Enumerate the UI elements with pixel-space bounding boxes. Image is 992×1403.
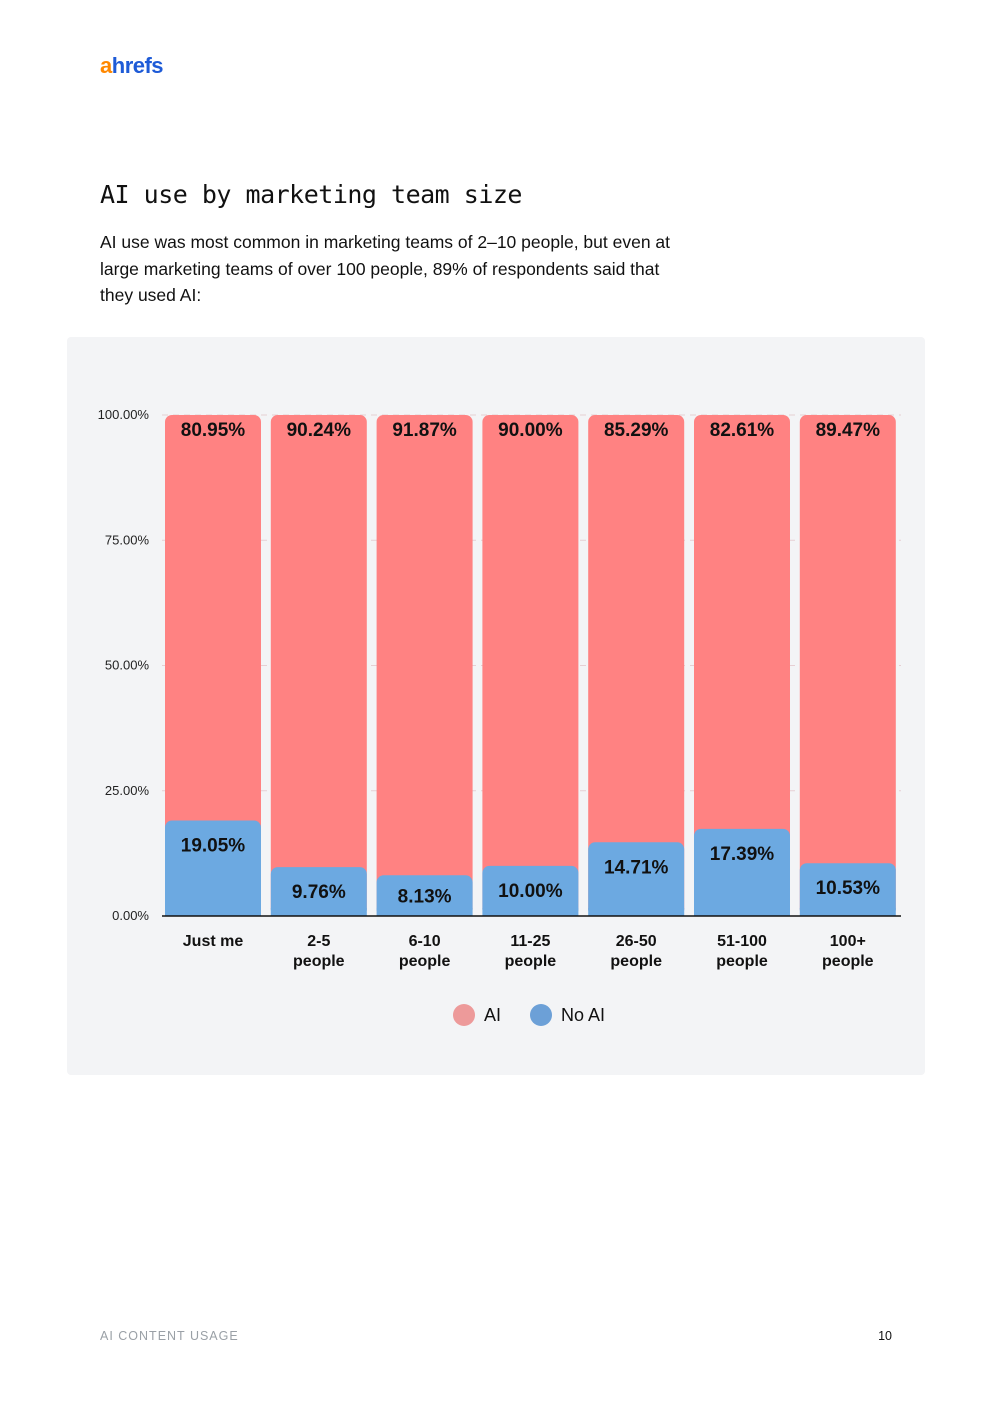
bar-no-ai (482, 865, 579, 916)
legend-label: AI (484, 1005, 501, 1025)
x-tick-label: 51-100 (717, 933, 767, 950)
x-tick-label: people (293, 953, 345, 970)
page-number: 10 (878, 1329, 892, 1343)
data-label-no-ai: 14.71% (604, 857, 669, 878)
x-tick-label: 2-5 (307, 933, 330, 950)
x-tick-label: people (610, 953, 662, 970)
data-label-ai: 90.24% (287, 420, 352, 441)
legend-swatch (530, 1004, 552, 1026)
data-label-no-ai: 10.00% (498, 881, 563, 902)
x-tick-label: people (505, 953, 557, 970)
x-tick-label: 6-10 (409, 933, 441, 950)
bar-no-ai (270, 867, 367, 916)
chart-panel: 0.00% 25.00% 50.00% 75.00% 100.00% 80.95% 19.0… (67, 337, 925, 1075)
bar-no-ai (165, 820, 261, 916)
data-label-ai: 80.95% (181, 420, 246, 441)
y-tick-label: 50.00% (105, 658, 150, 673)
bar-no-ai (376, 875, 473, 916)
bar-ai (588, 415, 685, 916)
stacked-bar-chart: 0.00% 25.00% 50.00% 75.00% 100.00% 80.95% 19.0… (98, 407, 901, 1026)
bar-ai (270, 415, 367, 916)
ahrefs-logo: ahrefs (100, 53, 164, 78)
data-label-no-ai: 10.53% (816, 878, 881, 899)
bar-no-ai-base (270, 908, 367, 916)
footer-section-label: AI CONTENT USAGE (100, 1329, 239, 1343)
x-tick-label: Just me (183, 933, 244, 950)
bar-no-ai (799, 863, 896, 916)
y-tick-label: 25.00% (105, 783, 150, 798)
data-label-no-ai: 9.76% (292, 882, 346, 903)
data-label-no-ai: 8.13% (398, 887, 452, 908)
intro-paragraph: AI use was most common in marketing team… (100, 232, 671, 305)
x-tick-label: people (822, 953, 874, 970)
bar-no-ai-base (694, 908, 790, 916)
bar-no-ai-base (588, 908, 685, 916)
bar-ai (376, 415, 473, 916)
x-tick-label: 11-25 (510, 933, 550, 950)
x-tick-label: 26-50 (616, 933, 657, 950)
data-label-ai: 85.29% (604, 420, 669, 441)
legend-swatch (453, 1004, 475, 1026)
data-label-no-ai: 17.39% (710, 844, 775, 865)
bar-no-ai-base (799, 908, 896, 916)
x-tick-label: people (716, 953, 768, 970)
bar-no-ai-base (482, 908, 579, 916)
bar-ai (694, 415, 790, 916)
bar-no-ai-base (165, 908, 261, 916)
y-tick-label: 0.00% (112, 908, 149, 923)
bar-no-ai (588, 842, 685, 916)
y-tick-label: 75.00% (105, 532, 150, 547)
data-label-ai: 89.47% (816, 420, 881, 441)
bar-ai (165, 415, 261, 916)
bar-ai (799, 415, 896, 916)
data-label-ai: 82.61% (710, 420, 775, 441)
data-label-ai: 91.87% (392, 420, 457, 441)
page-title: AI use by marketing team size (100, 180, 523, 209)
bar-no-ai-base (376, 908, 473, 916)
y-tick-label: 100.00% (98, 407, 150, 422)
bar-no-ai (694, 828, 790, 916)
legend-label: No AI (561, 1005, 605, 1025)
x-tick-label: 100+ (830, 933, 866, 950)
bar-ai (482, 415, 579, 916)
data-label-ai: 90.00% (498, 420, 563, 441)
x-tick-label: people (399, 953, 451, 970)
data-label-no-ai: 19.05% (181, 836, 246, 857)
